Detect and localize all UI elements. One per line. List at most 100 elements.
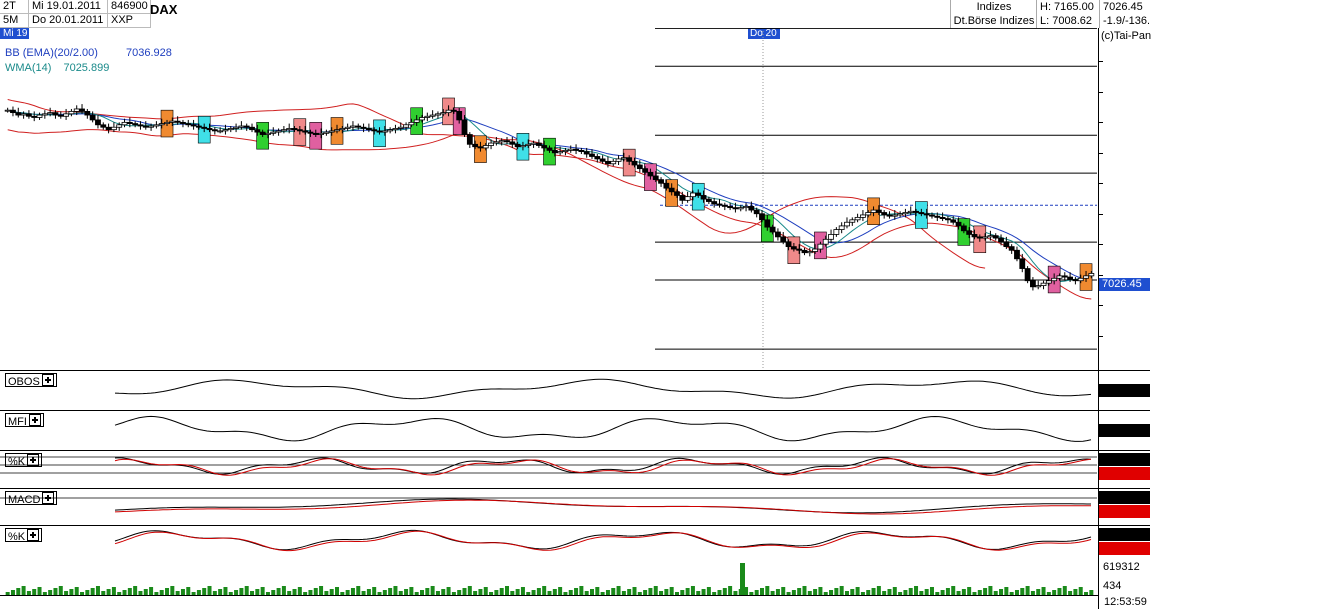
volume-bar-14	[80, 592, 85, 595]
price-chart[interactable]	[0, 28, 1150, 370]
volume-bar-20	[111, 587, 116, 595]
clock: 12:53:59	[1104, 596, 1147, 608]
volume-bar-28	[154, 592, 159, 595]
candle-130	[695, 189, 702, 198]
panel-expand-icon[interactable]	[27, 454, 40, 466]
volume-bar-90	[483, 587, 488, 595]
candle-61	[328, 127, 335, 136]
candle-81	[435, 111, 441, 119]
volume-bar-46	[250, 591, 255, 595]
pivot-labels	[0, 0, 1098, 370]
candle-165	[881, 210, 888, 219]
candle-50	[270, 127, 277, 136]
candle-121	[647, 168, 654, 180]
volume-bar-79	[425, 588, 430, 595]
volume-bar-5	[32, 589, 37, 595]
candle-117	[626, 155, 633, 165]
high-value: H: 7165.00	[1040, 1, 1094, 13]
candle-107	[573, 144, 579, 155]
candle-154	[822, 235, 829, 247]
volume-bar-136	[728, 586, 733, 595]
candle-25	[137, 121, 144, 130]
candle-55	[296, 126, 303, 135]
price-tick-mark-6	[1099, 244, 1103, 246]
candle-110	[589, 149, 595, 159]
price-tick-mark-1	[1099, 91, 1103, 93]
panel-expand-icon[interactable]	[27, 529, 40, 541]
panel-value-stk	[1099, 453, 1150, 466]
volume-bar-110	[589, 589, 594, 595]
volume-bar-29	[159, 590, 164, 595]
volume-bar-164	[876, 586, 881, 595]
volume-bar-21	[117, 592, 122, 595]
candle-147	[785, 239, 792, 251]
volume-bar-168	[898, 592, 903, 595]
panel-plot-obos	[114, 378, 1092, 400]
stoch-k-line	[114, 457, 1092, 475]
volume-bar-195	[1041, 587, 1046, 595]
volume-bar-102	[547, 591, 552, 595]
volume-bar-60	[324, 591, 329, 595]
panel-separator-0	[0, 370, 1150, 371]
panel-separator-3	[0, 488, 1150, 489]
volume-bar-37	[202, 588, 207, 595]
market-name: Dt.Börse Indizes	[953, 15, 1035, 27]
candle-144	[769, 224, 776, 235]
candle-90	[482, 143, 489, 151]
volume-bar-141	[754, 590, 759, 595]
candle-23	[126, 117, 133, 128]
volume-bar-200	[1068, 591, 1073, 595]
market-type: Indizes	[976, 1, 1012, 13]
candle-79	[424, 112, 431, 122]
volume-bar-16	[90, 588, 95, 595]
volume-bar-157	[839, 586, 844, 595]
volume-bar-135	[722, 588, 727, 595]
candle-4	[26, 110, 32, 119]
candle-189	[1008, 244, 1015, 254]
candle-123	[658, 177, 664, 187]
volume-bar-176	[940, 590, 945, 595]
candle-12	[68, 108, 75, 117]
volume-bar-93	[499, 588, 504, 595]
candle-1	[10, 106, 16, 117]
candle-20	[111, 122, 117, 133]
volume-bar-122	[653, 586, 658, 595]
candle-161	[860, 210, 866, 222]
panel-expand-icon[interactable]	[41, 374, 54, 386]
candle-30	[164, 119, 170, 127]
panel-expand-icon[interactable]	[28, 414, 41, 426]
candle-82	[440, 108, 447, 117]
volume-bar-114	[611, 588, 616, 595]
volume-bar-83	[446, 587, 451, 595]
volume-bar-183	[977, 590, 982, 595]
volume-bar-115	[616, 586, 621, 595]
candle-40	[217, 127, 224, 134]
candle-17	[95, 115, 101, 129]
candle-146	[780, 232, 787, 245]
candle-133	[711, 197, 718, 208]
volume-bar-71	[382, 590, 387, 595]
volume-bar-75	[404, 589, 409, 595]
candle-98	[525, 139, 532, 148]
volume-bar-148	[791, 590, 796, 595]
candle-172	[918, 208, 925, 217]
volume-bar-171	[914, 586, 919, 595]
panel-box-mfi: MFI	[5, 413, 44, 428]
candle-182	[971, 229, 978, 240]
volume-bar-193	[1030, 591, 1035, 595]
volume-bar-42	[228, 592, 233, 595]
panel-value2-stk	[1099, 467, 1150, 480]
volume-bar-130	[696, 591, 701, 595]
panel-value2-stk2	[1099, 542, 1150, 555]
candle-100	[535, 139, 542, 148]
candle-37	[201, 123, 208, 133]
candle-176	[939, 212, 946, 222]
candle-35	[190, 119, 197, 130]
volume-bar-23	[127, 588, 132, 595]
volume-bar-150	[802, 586, 807, 595]
volume-bar-156	[834, 588, 839, 595]
volume-bar-68	[366, 589, 371, 595]
candle-152	[812, 244, 819, 254]
candle-21	[116, 122, 123, 131]
volume-bar-1	[10, 590, 15, 595]
